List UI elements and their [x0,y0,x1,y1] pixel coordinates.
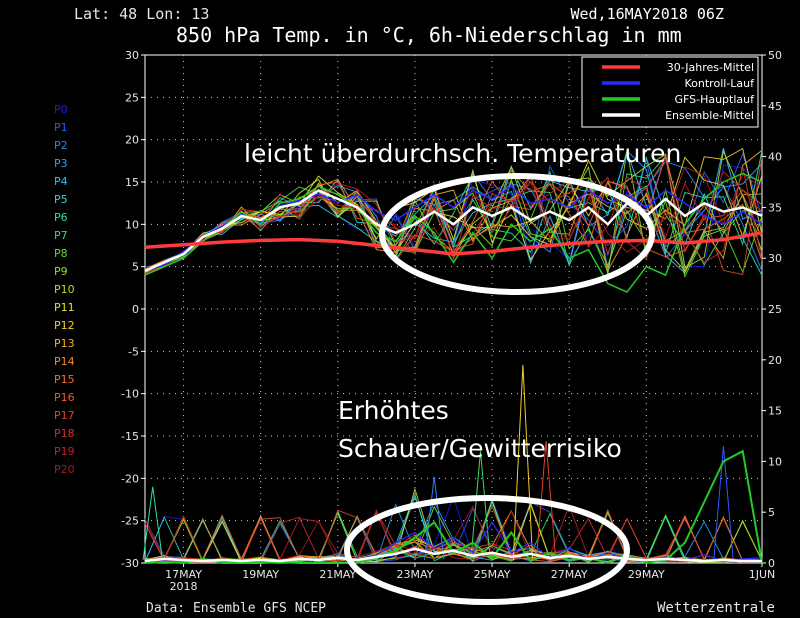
run-datetime: Wed,16MAY2018 06Z [570,5,724,23]
member-label: P9 [54,265,68,278]
member-label: P2 [54,139,68,152]
member-label: P3 [54,157,68,170]
member-label: P17 [54,409,75,422]
ensemble-mean-precip-line [144,547,762,563]
annotations: leicht überdurchsch. Temperaturen Erhöht… [244,139,681,605]
member-label: P18 [54,427,75,440]
member-precip-line [144,508,763,563]
member-label: P0 [54,103,68,116]
temp-highlight-ellipse [379,173,655,295]
y-tick-label-right: 25 [768,303,782,316]
member-label: P14 [54,355,75,368]
legend: 30-Jahres-Mittel Kontroll-Lauf GFS-Hauptla… [581,56,759,128]
grid [145,55,762,563]
x-tick-label: 25MAY [474,568,511,581]
x-tick-label: 17MAY [165,568,202,581]
member-temp-line [144,156,763,276]
member-temp-line [144,170,763,279]
x-tick-label: 1JUN [749,568,776,581]
member-label: P7 [54,229,68,242]
member-label: P10 [54,283,75,296]
member-label: P12 [54,319,75,332]
y-tick-label-right: 20 [768,354,782,367]
x-axis: 17MAY 19MAY 21MAY 23MAY 25MAY 27MAY 29MAY 1JUN 2… [165,563,775,593]
legend-label: 30-Jahres-Mittel [667,61,754,74]
gfs-main-run-line [144,172,763,294]
x-tick-label: 29MAY [628,568,665,581]
precip-spike [470,451,491,560]
lat-lon-label: Lat: 48 Lon: 13 [74,5,209,23]
series-layer [142,147,763,565]
member-label: P8 [54,247,68,260]
y-tick-label-right: 45 [768,100,782,113]
legend-label: Kontroll-Lauf [685,77,756,90]
precip-highlight-ellipse [344,495,630,605]
chart-title: 850 hPa Temp. in °C, 6h-Niederschlag in … [176,23,682,47]
member-labels: P0 P1 P2 P3 P4 P5 P6 P7 P8 P9 P10 P11 P12 P13 P14 P15 P1… [54,103,75,476]
member-label: P16 [54,391,75,404]
precip-spike [512,364,534,560]
y-tick-label-left: -5 [128,345,139,358]
x-tick-label: 21MAY [319,568,356,581]
precip-spike [142,486,163,561]
member-label: P11 [54,301,75,314]
ensemble-mean-line [144,189,763,273]
x-tick-label: 27MAY [551,568,588,581]
member-temp-line [144,180,763,272]
brand-label: Wetterzentrale [657,600,775,616]
precip-spike [713,446,734,560]
y-tick-label-left: 10 [125,218,139,231]
member-label: P19 [54,445,75,458]
gfs-main-run-precip-line [144,449,763,565]
data-source: Data: Ensemble GFS NCEP [146,601,326,616]
y-tick-label-right: 5 [768,506,775,519]
x-tick-label: 23MAY [396,568,433,581]
member-label: P1 [54,121,68,134]
member-temp-line [144,166,763,275]
y-tick-label-right: 35 [768,201,782,214]
y-tick-label-left: 0 [132,303,139,316]
y-tick-label-left: -30 [121,557,139,570]
climate-mean-line [144,231,763,256]
y-tick-label-right: 15 [768,405,782,418]
y-tick-label-left: -15 [121,430,139,443]
member-label: P15 [54,373,75,386]
y-tick-label-left: 25 [125,91,139,104]
member-label: P13 [54,337,75,350]
y-tick-label-left: -25 [121,515,139,528]
annotation-precip-1: Erhöhtes [338,396,449,425]
legend-label: Ensemble-Mittel [665,109,754,122]
y-tick-label-left: 15 [125,176,139,189]
x-tick-label: 19MAY [242,568,279,581]
legend-label: GFS-Hauptlauf [674,93,755,106]
member-label: P6 [54,211,68,224]
x-year-label: 2018 [170,580,198,593]
precip-spike [535,441,557,560]
y-tick-label-right: 10 [768,455,782,468]
annotation-precip-2: Schauer/Gewitterrisiko [338,434,622,463]
y-tick-label-right: 0 [768,557,775,570]
y-tick-label-right: 40 [768,151,782,164]
member-label: P4 [54,175,68,188]
y-tick-label-left: 20 [125,134,139,147]
y-tick-label-left: -20 [121,472,139,485]
y-tick-label-left: -10 [121,388,139,401]
y-tick-label-right: 30 [768,252,782,265]
y-tick-label-right: 50 [768,49,782,62]
y-tick-label-left: 5 [132,261,139,274]
annotation-temp: leicht überdurchsch. Temperaturen [244,139,681,168]
member-label: P20 [54,463,75,476]
y-axis-left: 30 25 20 15 10 5 0 -5 -10 -15 -20 -25 -30 [121,49,145,570]
y-tick-label-left: 30 [125,49,139,62]
member-label: P5 [54,193,68,206]
